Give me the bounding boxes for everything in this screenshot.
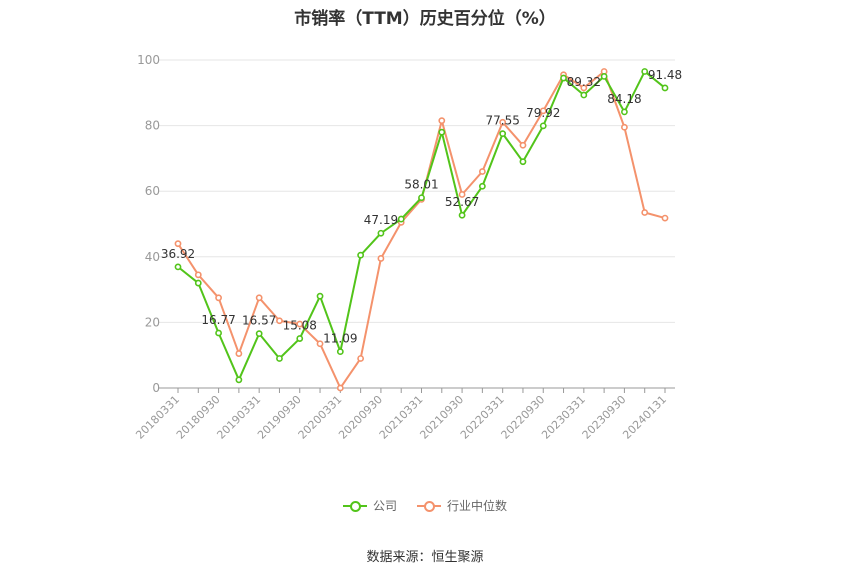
series-line-company <box>177 70 666 381</box>
x-tick-label: 20240131 <box>620 393 669 442</box>
legend-label-company: 公司 <box>372 499 397 513</box>
data-point-industry-median <box>296 320 304 328</box>
data-point-industry-median <box>377 255 385 262</box>
data-point-company <box>641 68 649 75</box>
data-label: 52.67 <box>445 195 479 209</box>
data-point-industry-median <box>276 317 283 325</box>
data-label: 89.32 <box>567 75 601 89</box>
legend-item-industry-median[interactable]: 行业中位数 <box>417 497 507 514</box>
data-point-company <box>357 251 365 259</box>
data-point-industry-median <box>499 118 507 126</box>
data-point-industry-median <box>641 209 649 216</box>
data-label: 91.48 <box>648 68 682 82</box>
y-tick-label: 80 <box>145 119 160 133</box>
data-point-industry-median <box>539 107 547 115</box>
data-point-company <box>296 335 304 342</box>
data-point-industry-median <box>235 350 243 357</box>
data-point-company <box>174 263 182 271</box>
data-point-company <box>316 292 324 300</box>
data-label: 84.18 <box>607 92 641 106</box>
data-point-company <box>418 194 425 202</box>
data-label: 58.01 <box>404 178 438 192</box>
data-point-company <box>235 376 243 384</box>
data-point-company <box>255 330 263 338</box>
data-label: 16.77 <box>201 313 235 327</box>
data-point-industry-median <box>255 294 263 302</box>
data-label: 79.92 <box>526 106 560 120</box>
data-point-company <box>519 158 527 166</box>
data-label: 77.55 <box>485 114 519 128</box>
data-point-industry-median <box>174 240 182 248</box>
data-point-company <box>194 279 202 287</box>
data-point-industry-median <box>194 271 202 279</box>
chart-title: 市销率（TTM）历史百分位（%） <box>294 9 556 29</box>
data-point-company <box>438 128 446 136</box>
data-point-industry-median <box>438 117 446 125</box>
data-label: 15.08 <box>283 319 317 333</box>
data-point-company <box>215 329 222 337</box>
y-tick-label: 20 <box>145 315 160 329</box>
legend: 公司 行业中位数 <box>0 497 850 514</box>
data-point-company <box>600 73 608 80</box>
data-point-company <box>276 355 283 362</box>
legend-line-marker-icon <box>417 499 441 513</box>
data-point-company <box>377 229 385 237</box>
legend-line-marker-icon <box>342 499 367 513</box>
data-label: 36.92 <box>161 247 195 261</box>
legend-item-company[interactable]: 公司 <box>342 497 397 514</box>
y-tick-label: 40 <box>145 250 160 264</box>
data-point-industry-median <box>316 340 324 348</box>
data-point-industry-median <box>215 294 222 302</box>
data-source: 数据来源：恒生聚源 <box>366 550 484 565</box>
data-point-company <box>539 122 547 130</box>
data-point-company <box>580 91 588 99</box>
data-point-industry-median <box>458 191 466 198</box>
y-tick-label: 0 <box>152 381 160 395</box>
data-point-industry-median <box>478 168 486 175</box>
data-point-company <box>336 348 344 356</box>
data-point-company <box>499 130 507 138</box>
data-point-company <box>397 215 405 223</box>
data-label: 47.19 <box>364 213 398 227</box>
data-label: 16.57 <box>242 314 276 328</box>
data-point-industry-median <box>580 84 588 92</box>
data-point-company <box>621 108 628 116</box>
data-point-company <box>661 84 669 92</box>
legend-label-industry-median: 行业中位数 <box>447 499 508 513</box>
y-tick-label: 100 <box>137 53 160 67</box>
data-label: 11.09 <box>323 332 357 346</box>
y-tick-label: 60 <box>145 184 160 198</box>
series-line-industry-median <box>177 70 666 389</box>
data-point-industry-median <box>621 123 628 131</box>
data-point-industry-median <box>661 214 669 222</box>
data-point-company <box>478 182 486 190</box>
data-point-industry-median <box>357 355 365 362</box>
data-point-company <box>458 211 466 219</box>
data-point-industry-median <box>336 384 344 392</box>
data-point-company <box>560 74 567 82</box>
data-point-industry-median <box>519 141 527 149</box>
